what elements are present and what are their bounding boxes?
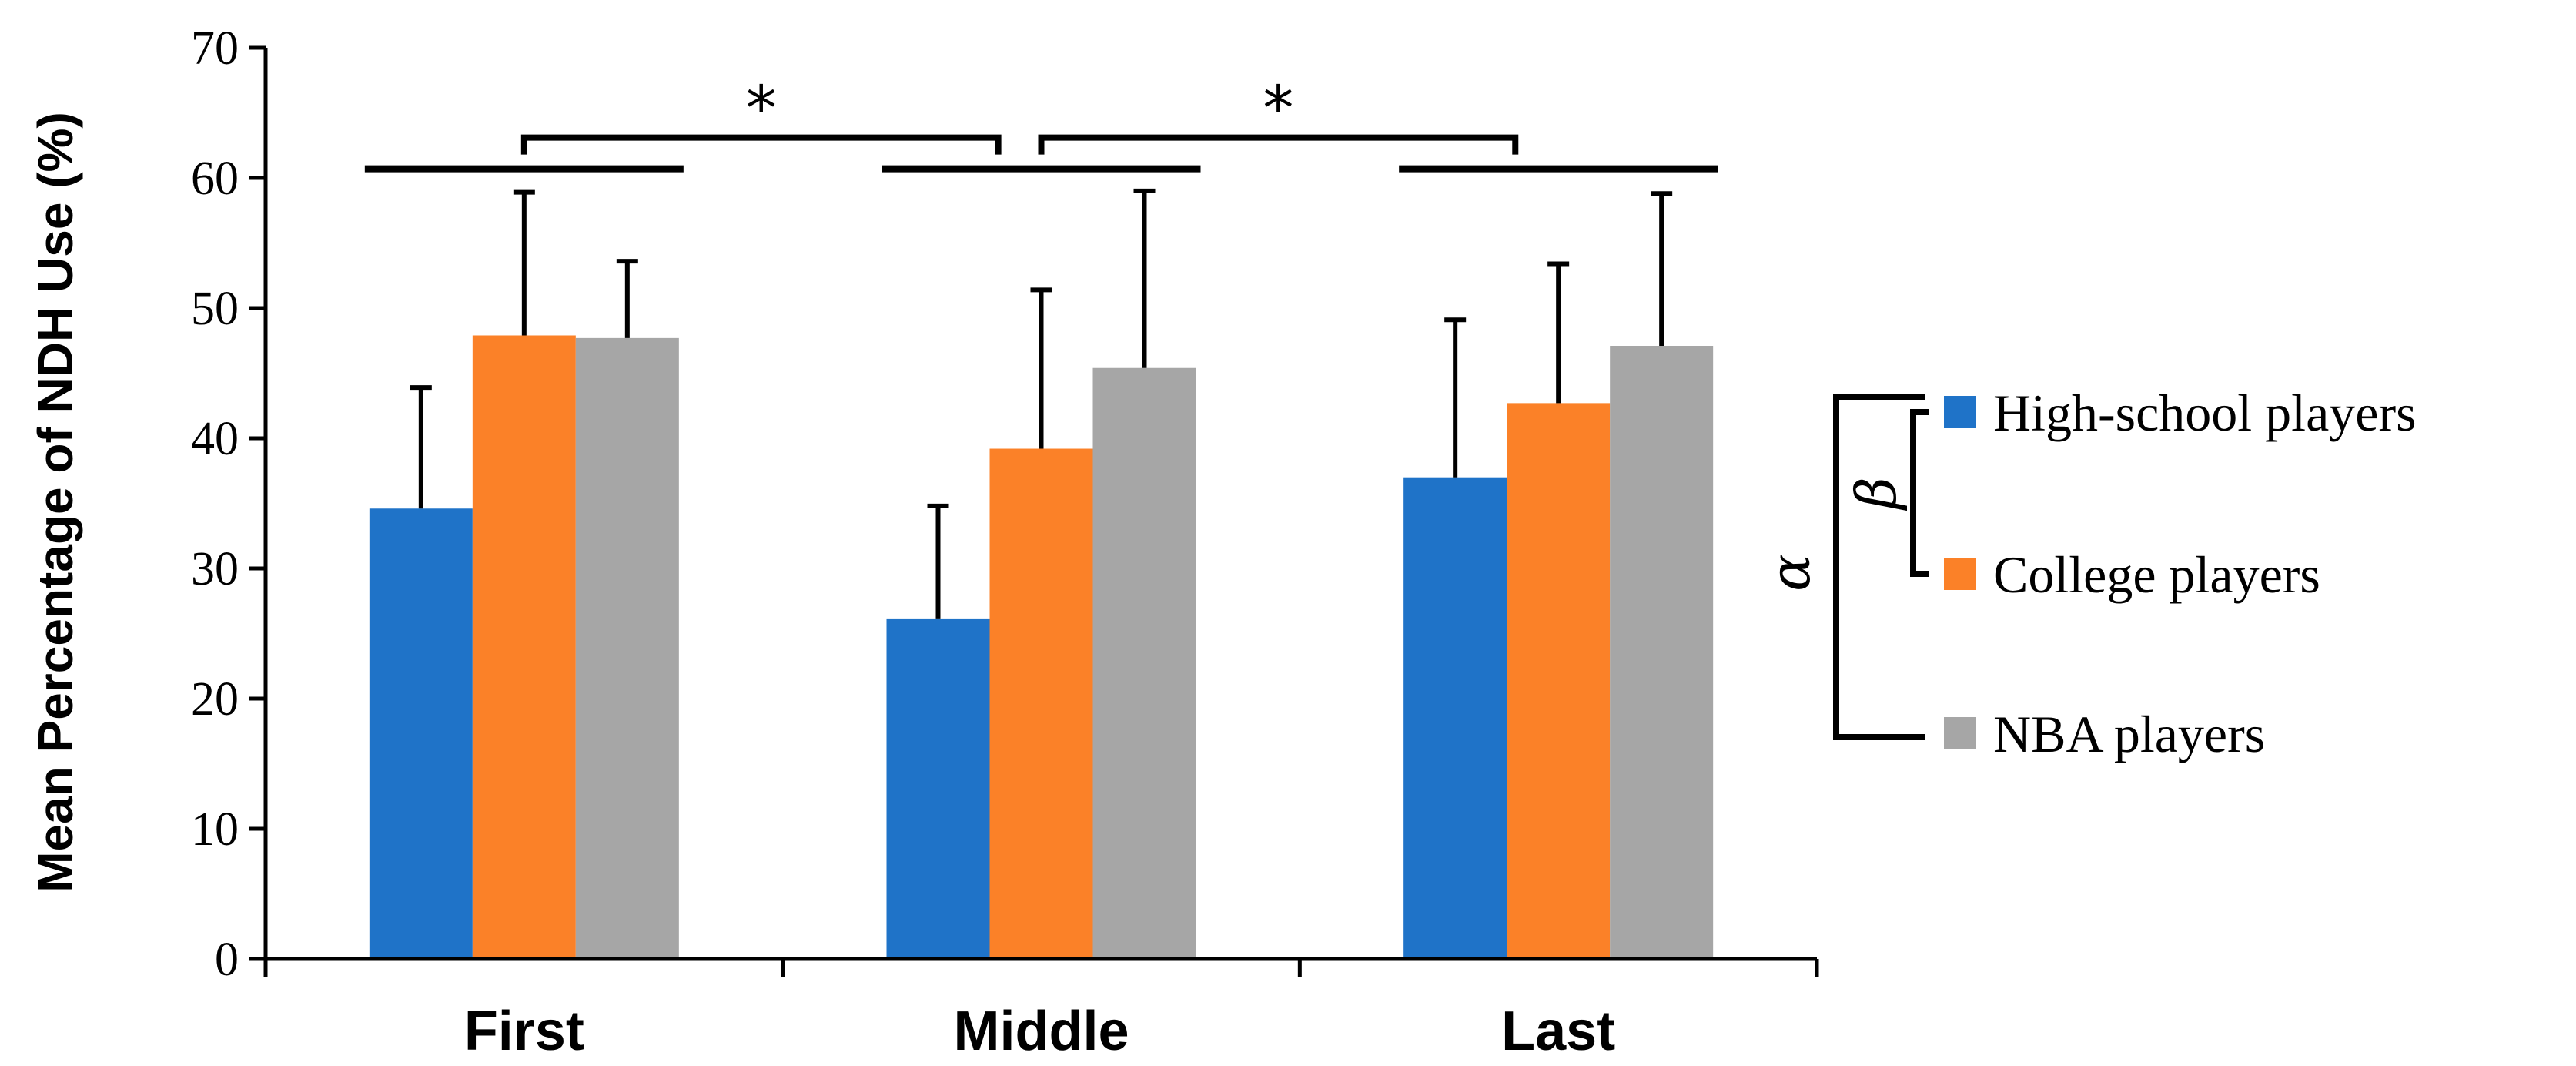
y-tick-label: 70	[191, 22, 239, 75]
chart-axes	[263, 48, 1817, 961]
bar-nba-players-first	[575, 337, 679, 959]
y-axis-ticks: 0 10 20 30 40 50 60 70	[191, 22, 266, 986]
y-tick-label: 20	[191, 673, 239, 726]
bar-college-players-first	[472, 335, 576, 959]
y-tick-label: 50	[191, 283, 239, 335]
significance-bracket-2	[1038, 134, 1519, 155]
y-tick-label: 60	[191, 153, 239, 205]
y-axis-title: Mean Percentage of NDH Use (%)	[28, 112, 83, 893]
legend-label-high-school-players: High-school players	[1993, 384, 2417, 442]
bar-high-school-players-first	[369, 508, 473, 959]
bar-college-players-middle	[989, 448, 1093, 959]
bar-high-school-players-middle	[886, 618, 990, 959]
chart-legend: High-school players College players NBA pl…	[1758, 384, 2417, 763]
legend-swatch-high-school-players	[1944, 396, 1976, 428]
legend-swatch-college-players	[1944, 558, 1976, 590]
bar-college-players-last	[1507, 403, 1611, 959]
legend-swatch-nba-players	[1944, 717, 1976, 749]
chart-bars	[369, 335, 1714, 959]
bar-nba-players-middle	[1092, 367, 1196, 959]
y-tick-label: 0	[215, 934, 239, 986]
bar-high-school-players-last	[1403, 477, 1507, 959]
significance-brackets: * *	[364, 73, 1718, 173]
x-category-label-last: Last	[1501, 1001, 1615, 1062]
x-category-label-middle: Middle	[954, 1001, 1129, 1062]
chart-error-bars	[410, 188, 1673, 619]
significance-star-2: *	[1263, 73, 1293, 145]
significance-star-1: *	[746, 73, 777, 145]
legend-symbol-alpha: α	[1758, 554, 1822, 592]
legend-label-nba-players: NBA players	[1993, 705, 2265, 763]
bar-nba-players-last	[1610, 346, 1714, 959]
legend-label-college-players: College players	[1993, 545, 2320, 604]
significance-bracket-1	[520, 134, 1002, 155]
y-tick-label: 40	[191, 413, 239, 465]
y-tick-label: 10	[191, 803, 239, 856]
legend-bracket-alpha	[1833, 394, 1925, 740]
legend-symbol-beta: β	[1844, 477, 1909, 511]
x-category-label-first: First	[464, 1001, 584, 1062]
y-tick-label: 30	[191, 543, 239, 595]
legend-bracket-beta	[1910, 409, 1929, 577]
x-axis-categories: First Middle Last	[263, 959, 1819, 1062]
